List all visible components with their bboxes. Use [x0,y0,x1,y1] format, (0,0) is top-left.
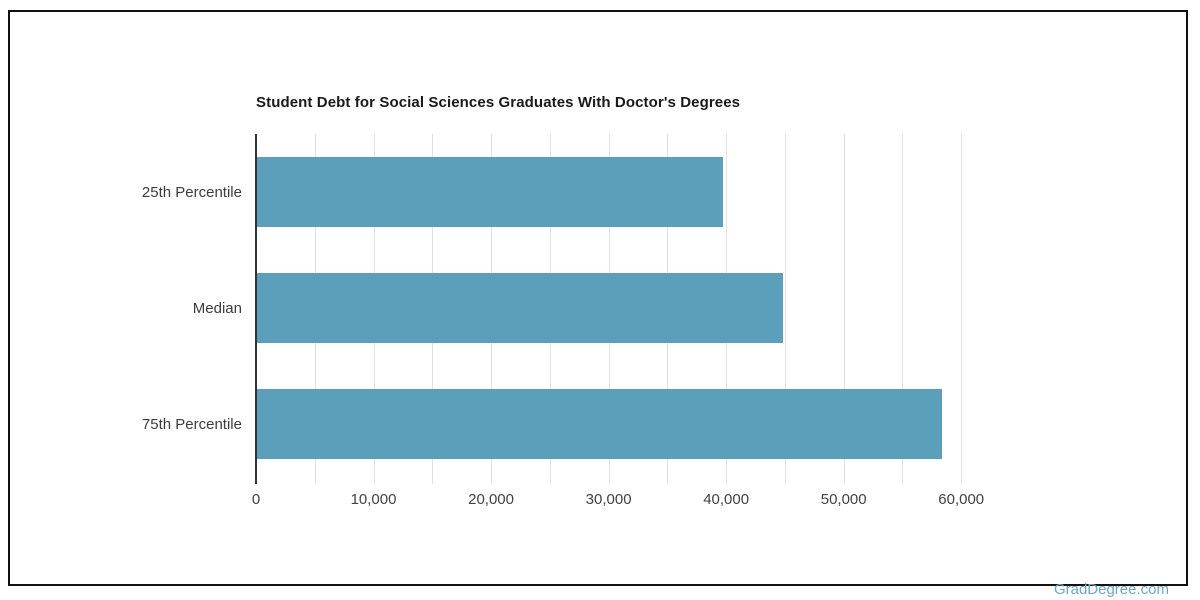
category-label-25th-percentile: 25th Percentile [141,183,242,201]
category-label-cell: 25th Percentile [46,134,242,250]
bar-row [256,366,1020,482]
x-tick-label-60000: 60,000 [938,491,985,508]
watermark-link[interactable]: GradDegree.com [1053,581,1169,598]
category-label-cell: 75th Percentile [46,366,242,482]
plot-area [255,134,1020,484]
x-tick-label-50000: 50,000 [820,491,867,508]
y-axis-labels: 25th Percentile Median 75th Percentile [46,134,242,482]
x-tick-label-0: 0 [251,491,261,508]
bar-rows [256,134,1020,482]
y-axis-line [255,134,257,484]
category-label-median: Median [192,299,242,317]
category-label-cell: Median [46,250,242,366]
category-label-75th-percentile: 75th Percentile [141,415,242,433]
x-axis-tick-labels: 0 10,000 20,000 30,000 40,000 50,000 60,000 [252,491,1020,511]
bar-75th-percentile[interactable] [256,389,943,459]
bar-25th-percentile[interactable] [256,157,723,227]
x-tick-label-30000: 30,000 [585,491,632,508]
x-tick-label-40000: 40,000 [703,491,750,508]
gridline [784,134,786,484]
bar-median[interactable] [256,273,784,343]
x-tick-label-10000: 10,000 [350,491,397,508]
gridline [843,134,845,484]
bar-row [256,134,1020,250]
chart-border: Student Debt for Social Sciences Graduat… [8,10,1188,598]
gridline [902,134,904,484]
chart-title: Student Debt for Social Sciences Graduat… [256,94,741,111]
x-tick-label-20000: 20,000 [468,491,514,508]
gridline [961,134,963,484]
bar-row [256,250,1020,366]
